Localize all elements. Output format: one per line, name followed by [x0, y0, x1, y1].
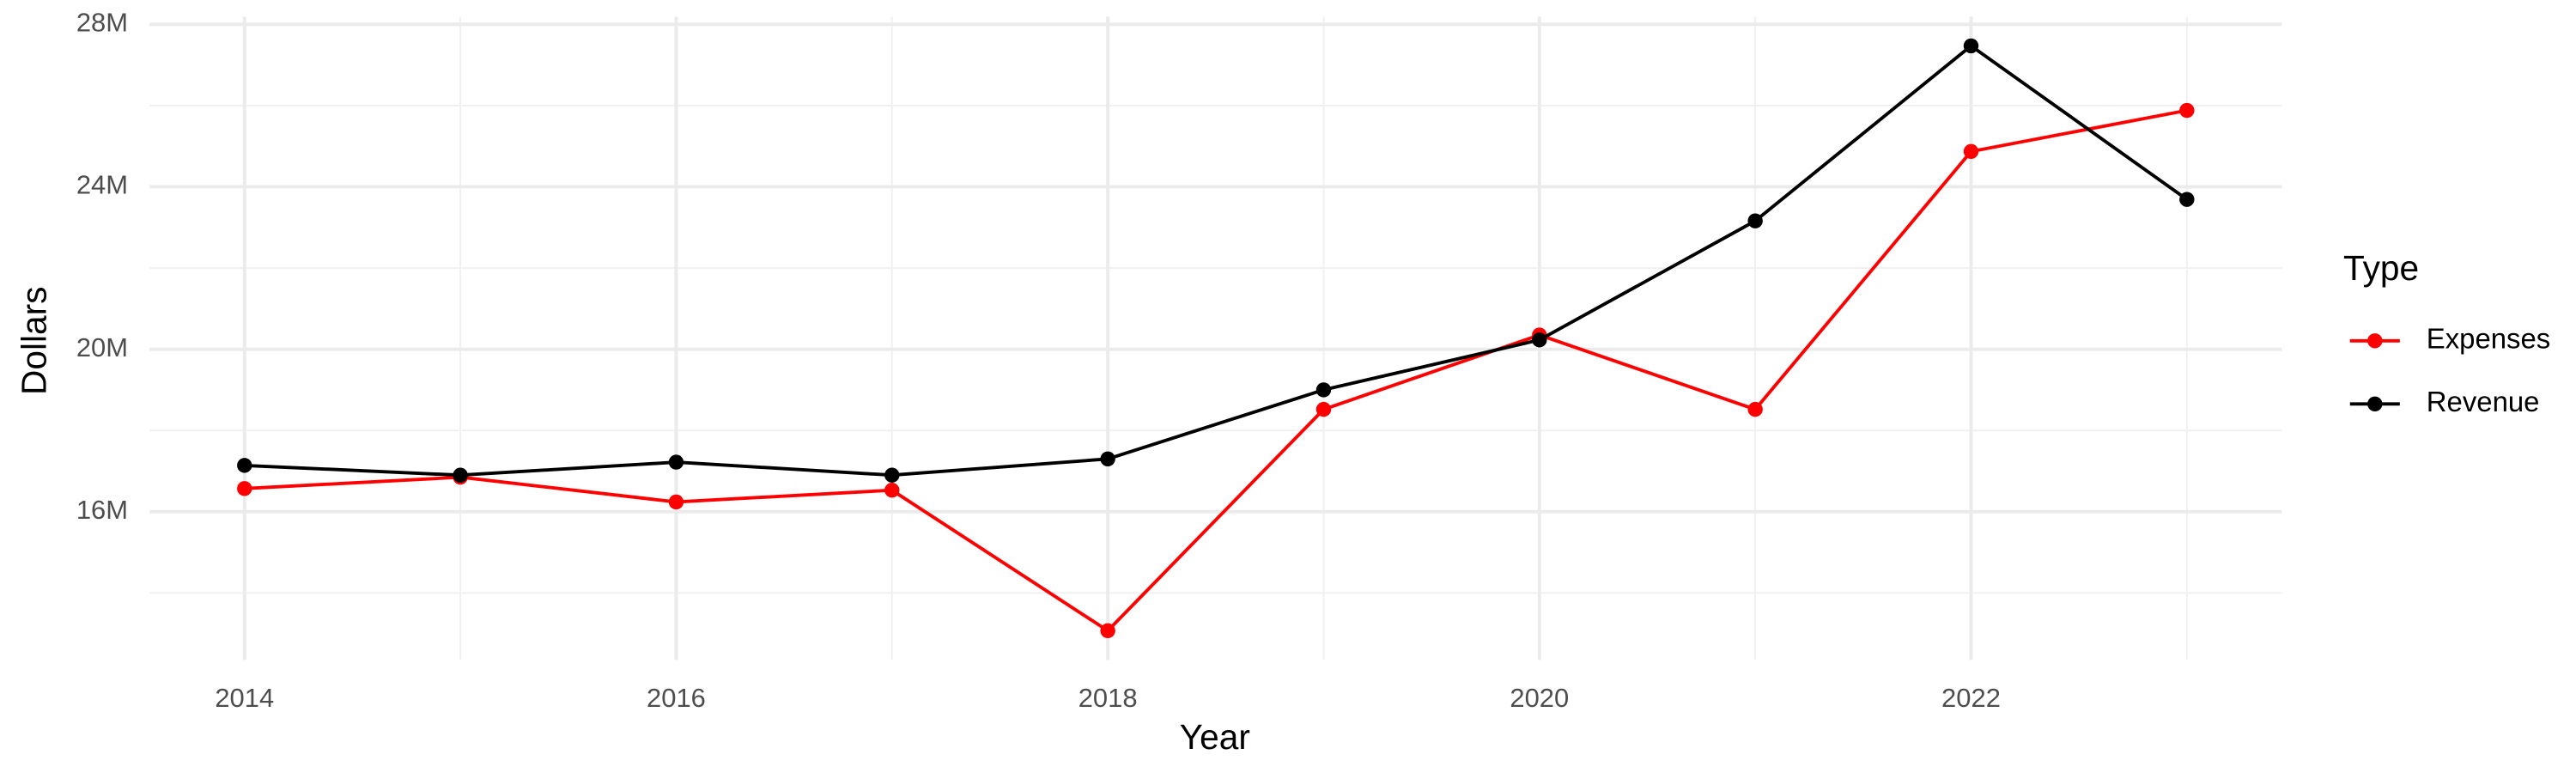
- data-point: [668, 494, 684, 510]
- minor-grid: [149, 16, 2282, 660]
- x-tick-label: 2016: [647, 683, 706, 713]
- legend-key-point: [2367, 333, 2383, 349]
- data-point: [237, 458, 252, 473]
- y-axis-title: Dollars: [14, 287, 53, 395]
- data-point: [1747, 401, 1763, 417]
- data-point: [884, 483, 900, 498]
- x-tick-label: 2022: [1941, 683, 2001, 713]
- data-point: [1963, 38, 1979, 54]
- data-point: [1100, 451, 1115, 467]
- data-point: [884, 467, 900, 483]
- legend-title: Type: [2343, 248, 2419, 288]
- x-axis-title: Year: [1180, 717, 1250, 757]
- y-tick-label: 16M: [76, 495, 128, 525]
- data-point: [1100, 623, 1115, 639]
- x-tick-label: 2014: [215, 683, 274, 713]
- data-point: [453, 467, 468, 483]
- legend-label: Expenses: [2427, 322, 2550, 354]
- data-point: [668, 454, 684, 470]
- data-point: [1747, 213, 1763, 228]
- y-tick-label: 28M: [76, 8, 128, 38]
- series-line: [244, 108, 2188, 633]
- data-point: [2179, 102, 2195, 119]
- y-tick-label: 24M: [76, 170, 128, 200]
- data-point: [1963, 143, 1979, 160]
- legend-key-point: [2367, 396, 2383, 412]
- major-grid: [149, 16, 2282, 660]
- data-point: [237, 481, 252, 496]
- data-point: [1315, 401, 1332, 417]
- x-tick-label: 2020: [1510, 683, 1569, 713]
- data-point: [1315, 382, 1332, 398]
- x-tick-label: 2018: [1078, 683, 1138, 713]
- data-point: [1532, 332, 1547, 348]
- data-point: [2179, 192, 2195, 207]
- series-line: [244, 43, 2188, 478]
- legend-label: Revenue: [2427, 386, 2540, 417]
- y-tick-label: 20M: [76, 332, 128, 362]
